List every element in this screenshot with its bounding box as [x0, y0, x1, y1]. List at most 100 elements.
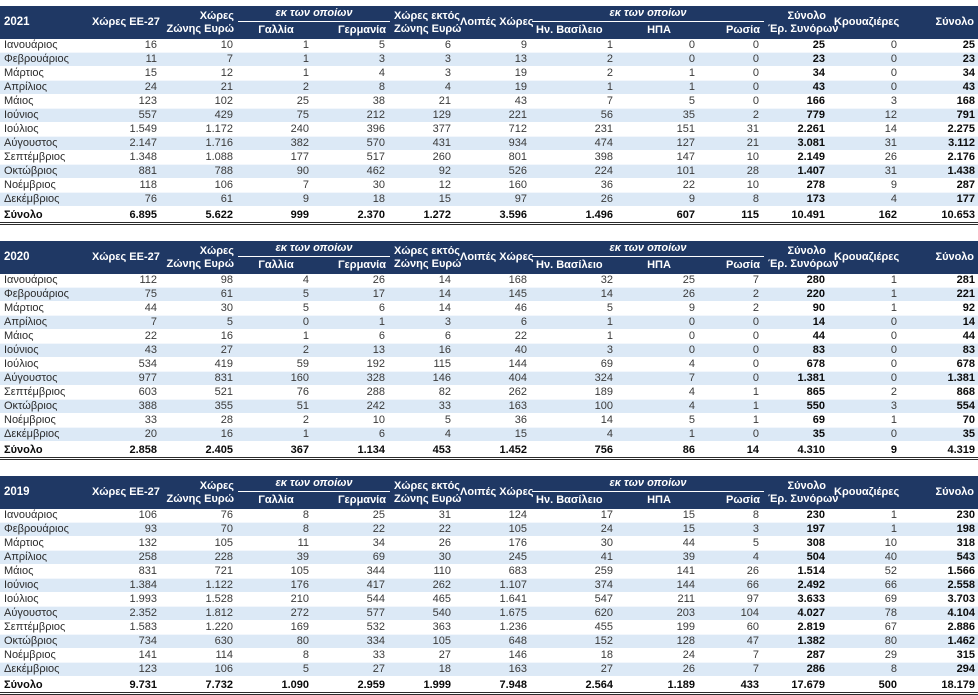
value-cell: 734: [88, 634, 162, 649]
value-cell: 26: [618, 662, 701, 677]
month-row: Ιούλιος 534 419 59 192 115 144 69 4 0 678 0 678: [0, 357, 978, 372]
col-header-russia: Ρωσία: [700, 21, 765, 39]
value-cell: 106: [162, 662, 238, 677]
total-value-cell: 162: [830, 206, 903, 225]
value-cell: 25: [238, 94, 314, 109]
value-cell: 31: [700, 122, 765, 137]
value-cell: 59: [238, 357, 314, 372]
value-cell: 1.812: [162, 606, 238, 621]
value-cell: 648: [456, 634, 533, 649]
value-cell: 3: [830, 399, 903, 414]
value-cell: 344: [314, 564, 391, 579]
month-label: Απρίλιος: [0, 550, 88, 565]
month-row: Μάρτιος 15 12 1 4 3 19 2 1 0 34 0 34: [0, 66, 978, 81]
value-cell: 1: [238, 52, 314, 67]
value-cell: 3: [314, 52, 391, 67]
value-cell: 1: [238, 329, 314, 344]
value-cell: 8: [238, 522, 314, 537]
col-header-other-countries: Λοιπές Χώρες: [456, 476, 534, 509]
col-header-line: Ζώνης Ευρώ: [166, 22, 234, 35]
month-label: Οκτώβριος: [0, 634, 88, 649]
value-cell: 5: [162, 315, 238, 330]
value-cell: 431: [390, 136, 457, 151]
value-cell: 791: [902, 108, 978, 123]
value-cell: 4.027: [764, 606, 831, 621]
value-cell: 831: [162, 371, 238, 386]
value-cell: 7: [700, 648, 765, 663]
month-label: Αύγουστος: [0, 606, 88, 621]
value-cell: 1: [238, 39, 314, 53]
total-value-cell: 10.653: [902, 206, 978, 225]
value-cell: 28: [700, 164, 765, 179]
value-cell: 17: [532, 509, 619, 523]
value-cell: 0: [700, 94, 765, 109]
value-cell: 21: [700, 136, 765, 151]
value-cell: 26: [314, 274, 391, 288]
value-cell: 176: [238, 578, 314, 593]
col-header-line: Σύνολο: [787, 244, 827, 257]
total-value-cell: 1.452: [456, 441, 533, 460]
value-cell: 141: [88, 648, 162, 663]
value-cell: 26: [830, 150, 903, 165]
month-row: Οκτώβριος 734 630 80 334 105 648 152 128 47 1.382 8…: [0, 634, 978, 649]
month-row: Απρίλιος 24 21 2 8 4 19 1 1 0 43 0 43: [0, 80, 978, 95]
col-header-russia: Ρωσία: [700, 256, 765, 274]
total-value-cell: 17.679: [764, 676, 831, 695]
value-cell: 4: [830, 192, 903, 207]
value-cell: 30: [314, 178, 391, 193]
value-cell: 281: [902, 274, 978, 288]
col-header-usa: ΗΠΑ: [618, 256, 701, 274]
col-header-line: Ζώνης Ευρώ: [394, 492, 462, 505]
value-cell: 5: [238, 287, 314, 302]
value-cell: 5: [314, 39, 391, 53]
value-cell: 245: [456, 550, 533, 565]
value-cell: 0: [830, 39, 903, 53]
value-cell: 8: [314, 80, 391, 95]
value-cell: 30: [390, 550, 457, 565]
value-cell: 831: [88, 564, 162, 579]
value-cell: 287: [764, 648, 831, 663]
value-cell: 328: [314, 371, 391, 386]
value-cell: 1.088: [162, 150, 238, 165]
value-cell: 1.549: [88, 122, 162, 137]
group-header-of-which-2: εκ των οποίων: [532, 476, 765, 492]
value-cell: 12: [162, 66, 238, 81]
value-cell: 474: [532, 136, 619, 151]
value-cell: 262: [390, 578, 457, 593]
value-cell: 0: [830, 357, 903, 372]
value-cell: 105: [456, 522, 533, 537]
col-header-germany: Γερμανία: [314, 21, 391, 39]
value-cell: 1.381: [902, 371, 978, 386]
value-cell: 97: [456, 192, 533, 207]
total-value-cell: 115: [700, 206, 765, 225]
value-cell: 14: [532, 287, 619, 302]
value-cell: 2.176: [902, 150, 978, 165]
value-cell: 168: [902, 94, 978, 109]
col-header-non-eurozone: Χώρες εκτός Ζώνης Ευρώ: [390, 241, 461, 274]
value-cell: 90: [764, 301, 831, 316]
month-row: Σεπτέμβριος 1.348 1.088 177 517 260 801 398 147 1…: [0, 150, 978, 165]
value-cell: 27: [532, 662, 619, 677]
total-value-cell: 10.491: [764, 206, 831, 225]
value-cell: 9: [618, 192, 701, 207]
value-cell: 3: [390, 315, 457, 330]
value-cell: 532: [314, 620, 391, 635]
col-header-line: Σύνολο: [787, 479, 827, 492]
value-cell: 31: [390, 509, 457, 523]
value-cell: 199: [618, 620, 701, 635]
value-cell: 2: [238, 343, 314, 358]
month-row: Δεκέμβριος 123 106 5 27 18 163 27 26 7 286 8 294: [0, 662, 978, 677]
value-cell: 396: [314, 122, 391, 137]
value-cell: 521: [162, 385, 238, 400]
month-label: Απρίλιος: [0, 315, 88, 330]
month-label: Ιούλιος: [0, 592, 88, 607]
value-cell: 141: [618, 564, 701, 579]
value-cell: 169: [238, 620, 314, 635]
value-cell: 31: [830, 136, 903, 151]
value-cell: 517: [314, 150, 391, 165]
col-header-ee27: Χώρες ΕΕ-27: [88, 6, 162, 39]
value-cell: 543: [902, 550, 978, 565]
col-header-total: Σύνολο: [902, 476, 978, 509]
col-header-uk: Ην. Βασίλειο: [532, 21, 619, 39]
month-row: Νοέμβριος 33 28 2 10 5 36 14 5 1 69 1 70: [0, 413, 978, 428]
